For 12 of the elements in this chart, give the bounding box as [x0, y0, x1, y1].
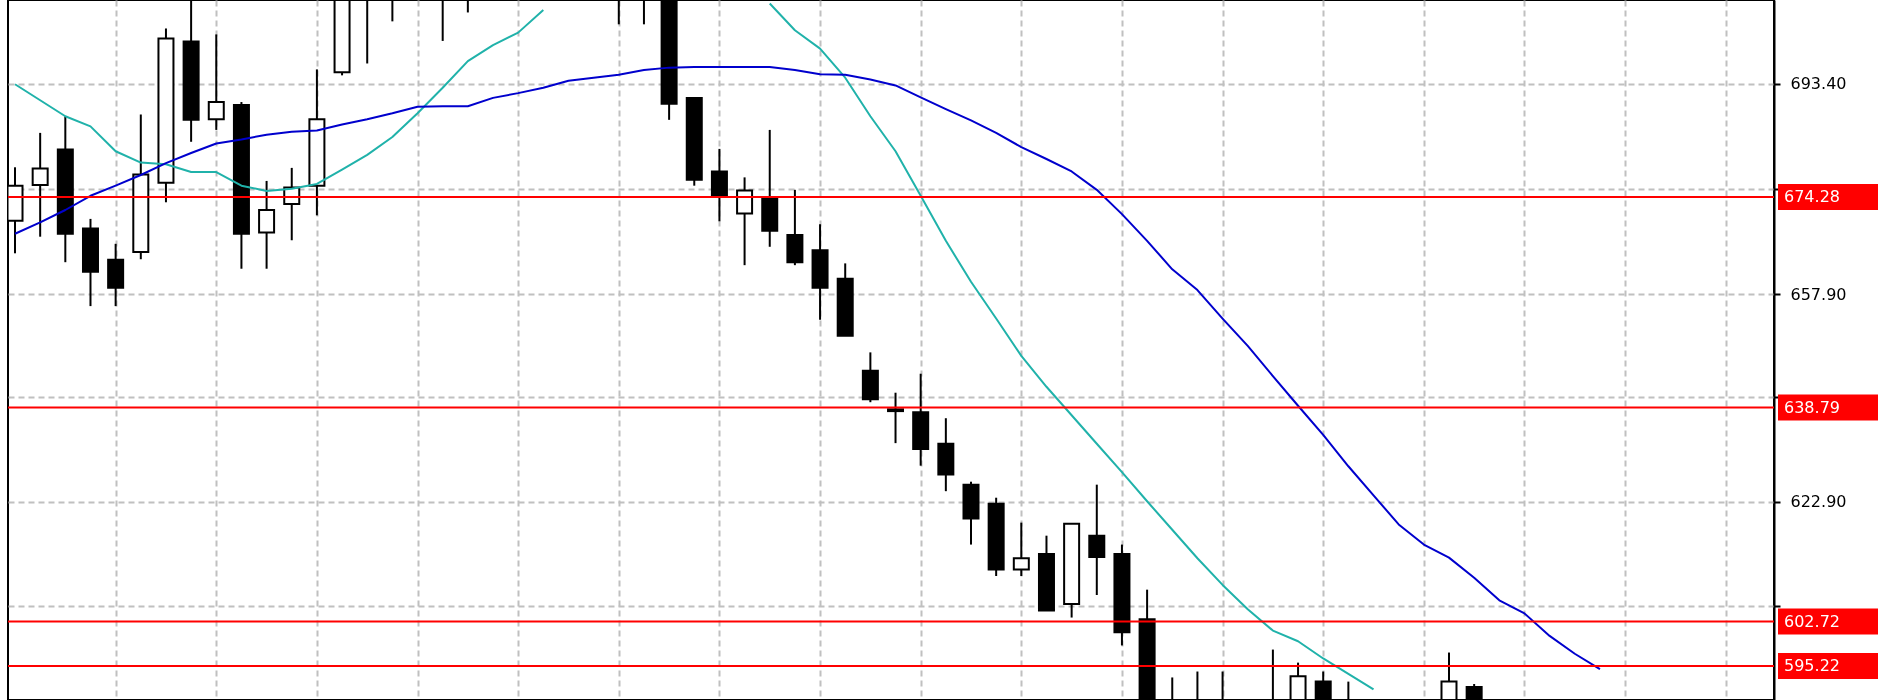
candlestick [1012, 521, 1030, 578]
y-tick-label: 622.90 [1790, 492, 1847, 512]
ref-line-label: 638.79 [1784, 397, 1840, 417]
y-tick-label: 657.90 [1790, 284, 1847, 304]
candlestick [1088, 483, 1106, 596]
y-tick-label: 693.40 [1790, 74, 1847, 94]
candlestick [258, 179, 276, 270]
ref-line-label: 602.72 [1784, 611, 1840, 631]
ref-line-label: 595.22 [1784, 656, 1840, 676]
candlestick [736, 176, 754, 267]
line-series [14, 66, 1601, 671]
ref-line-label: 674.28 [1784, 187, 1840, 207]
